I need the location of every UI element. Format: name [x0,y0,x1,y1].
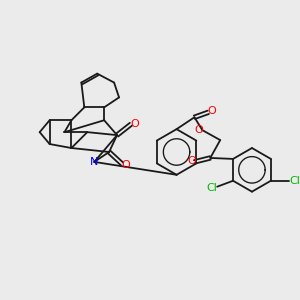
Text: O: O [194,125,203,135]
Text: O: O [207,106,216,116]
Text: Cl: Cl [289,176,300,186]
Text: Cl: Cl [207,183,218,193]
Text: O: O [122,160,130,170]
Text: N: N [90,157,98,167]
Text: O: O [187,156,196,166]
Text: O: O [130,119,139,129]
